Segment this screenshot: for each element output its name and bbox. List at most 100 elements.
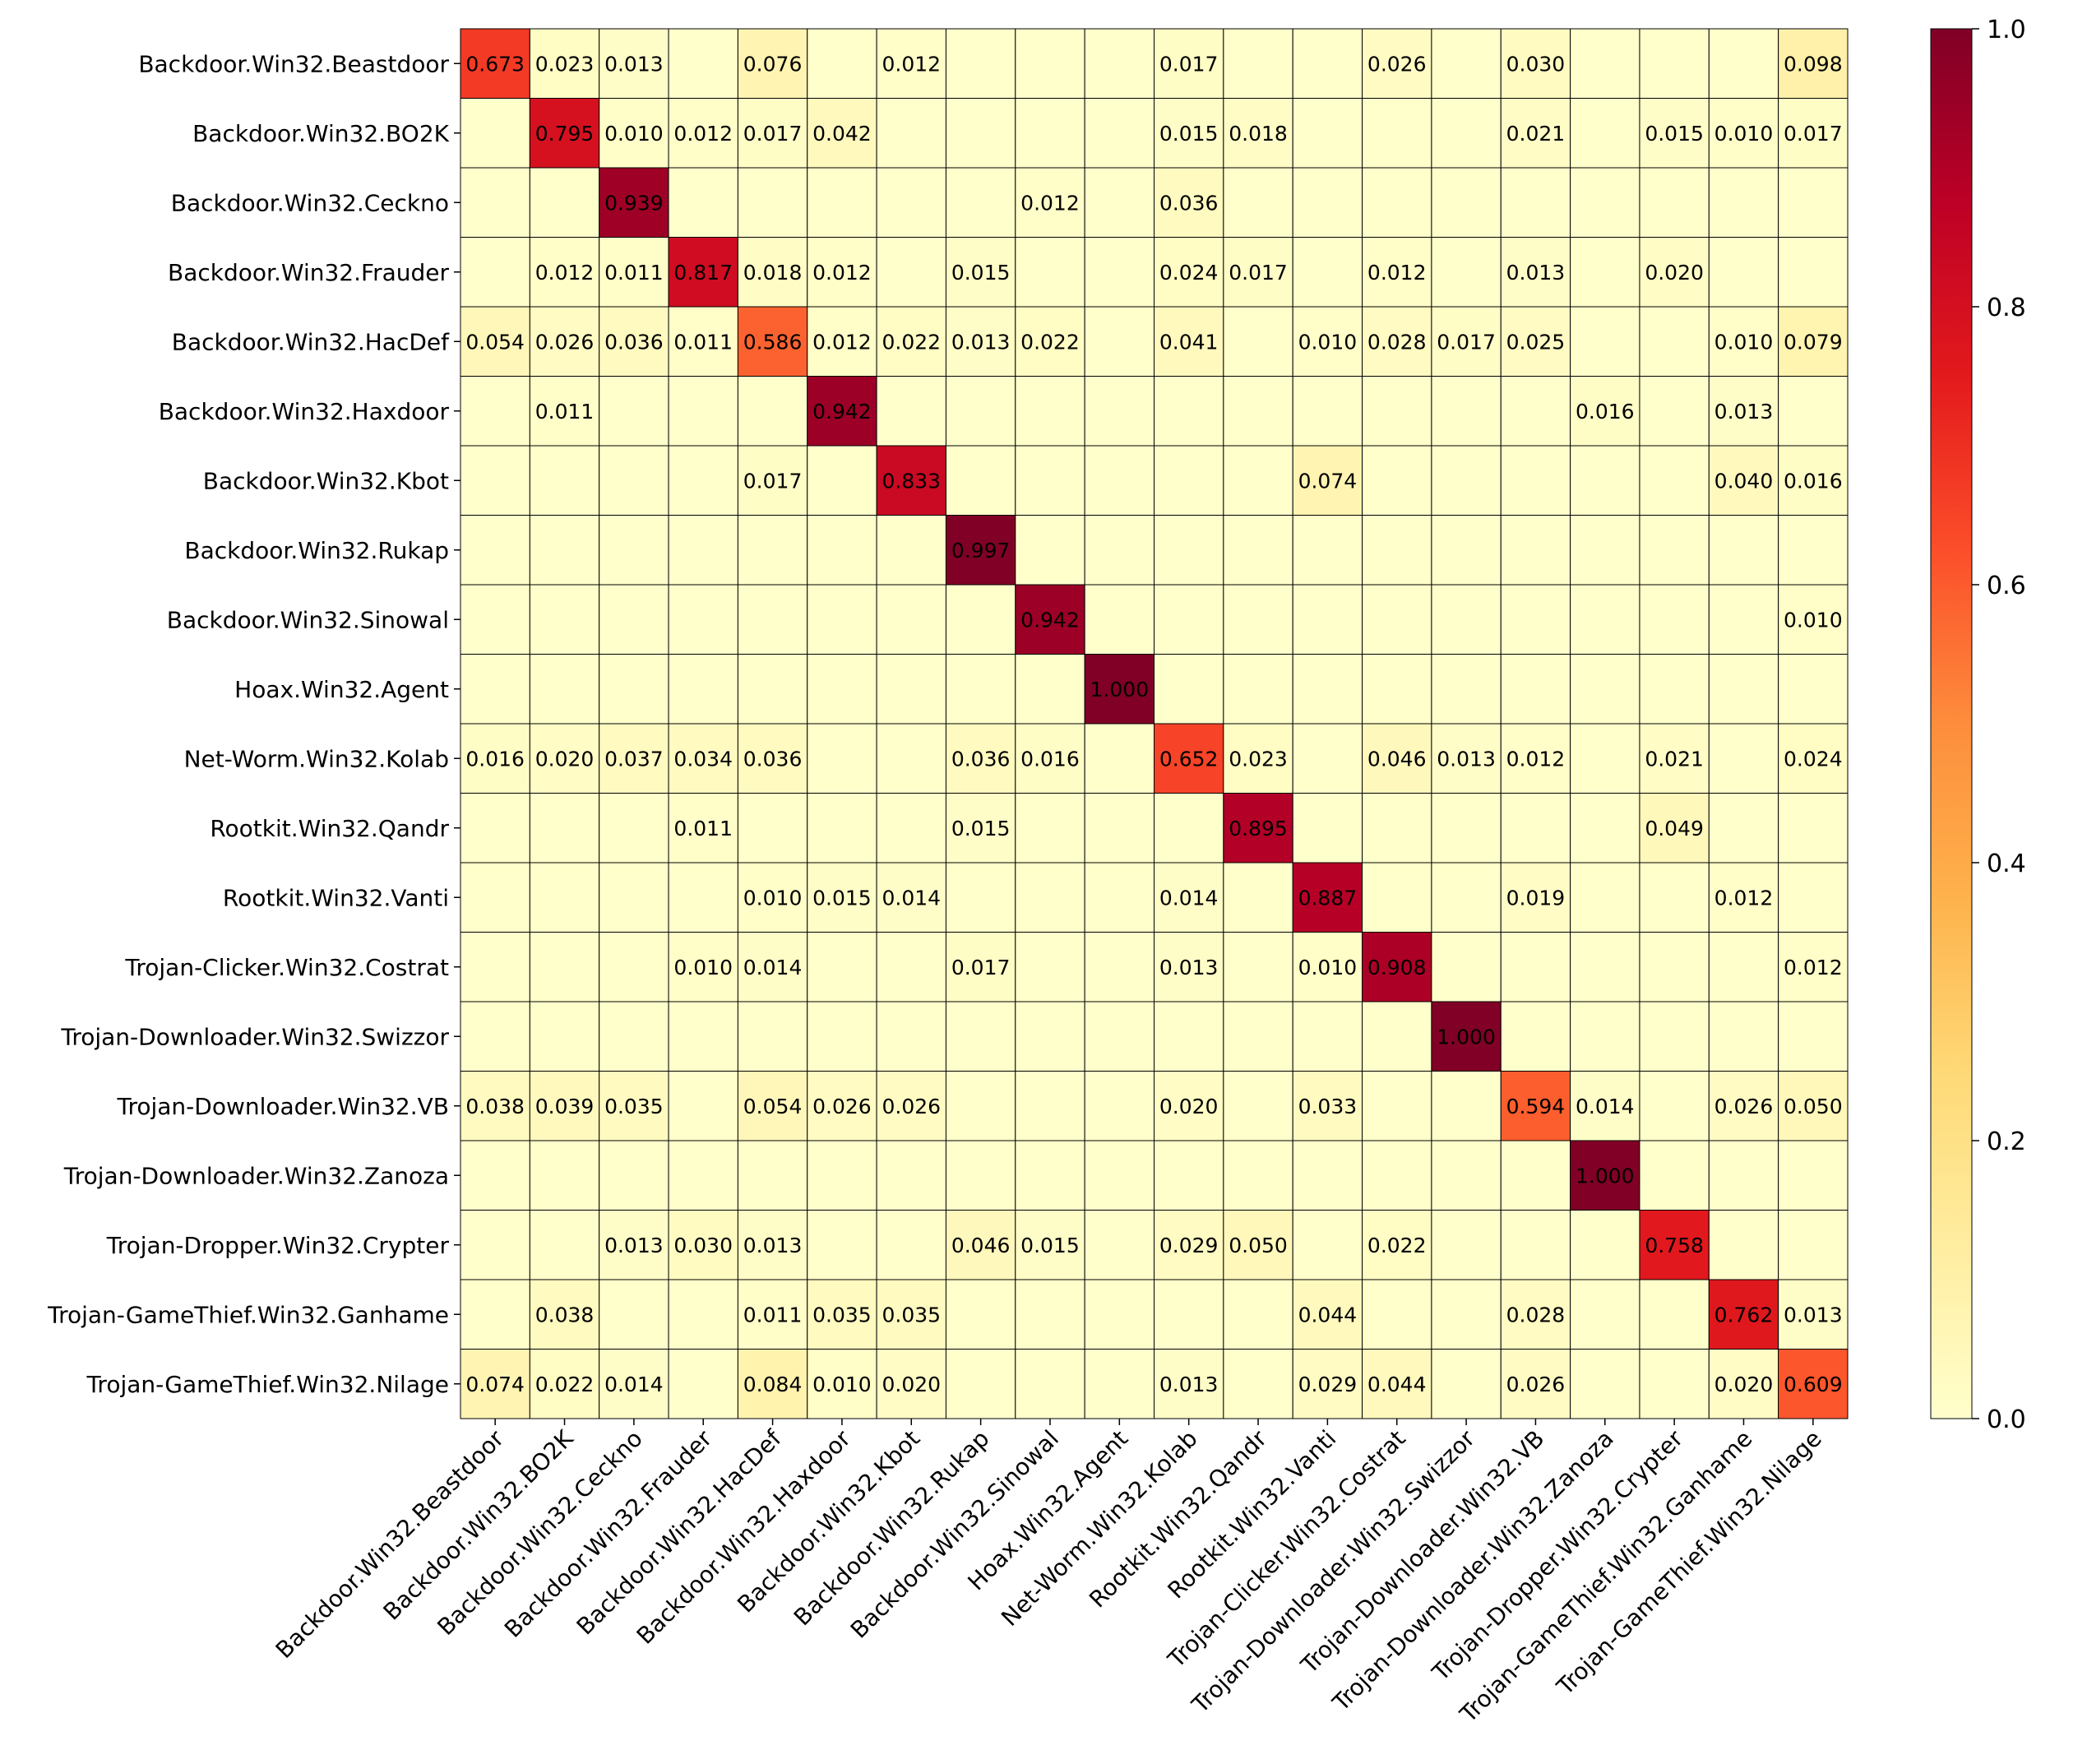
heatmap-cell-r11-c2 bbox=[599, 793, 669, 863]
y-tick-label: Backdoor.Win32.Rukap bbox=[184, 537, 449, 564]
heatmap-cell-r19-c8 bbox=[1015, 1349, 1085, 1419]
cell-value-label: 0.013 bbox=[1159, 956, 1219, 979]
colorbar-tick-label: 0.6 bbox=[1987, 572, 2026, 600]
cell-value-label: 0.021 bbox=[1506, 122, 1566, 146]
cell-value-label: 0.015 bbox=[951, 817, 1011, 840]
heatmap-cell-r4-c13 bbox=[1362, 306, 1432, 377]
heatmap-cell-r10-c2 bbox=[599, 723, 669, 794]
cell-value-label: 0.939 bbox=[604, 191, 664, 215]
heatmap-cell-r3-c8 bbox=[1015, 237, 1085, 308]
cell-value-label: 0.016 bbox=[1784, 469, 1843, 493]
cell-value-label: 0.039 bbox=[535, 1095, 595, 1118]
heatmap-cell-r18-c16 bbox=[1570, 1279, 1640, 1350]
colorbar-tick-label: 1.0 bbox=[1987, 16, 2026, 44]
cell-value-label: 0.033 bbox=[1298, 1095, 1358, 1118]
y-tick-label: Backdoor.Win32.Sinowal bbox=[167, 606, 449, 633]
heatmap-cell-r0-c2 bbox=[599, 28, 669, 99]
heatmap-cell-r0-c11 bbox=[1223, 28, 1293, 99]
heatmap-cell-r11-c12 bbox=[1292, 793, 1363, 863]
cell-value-label: 0.022 bbox=[1020, 330, 1080, 354]
y-tick-label: Trojan-Clicker.Win32.Costrat bbox=[124, 954, 449, 981]
heatmap-cell-r15-c13 bbox=[1362, 1071, 1432, 1141]
heatmap-cell-r9-c10 bbox=[1154, 654, 1224, 725]
heatmap-cell-r2-c5 bbox=[807, 167, 877, 238]
heatmap-cell-r5-c15 bbox=[1500, 376, 1571, 447]
heatmap-cell-r7-c10 bbox=[1154, 515, 1224, 586]
heatmap-cell-r2-c17 bbox=[1639, 167, 1710, 238]
heatmap-cell-r0-c3 bbox=[668, 28, 738, 99]
heatmap-cell-r19-c0 bbox=[460, 1349, 530, 1419]
cell-value-label: 0.022 bbox=[535, 1373, 595, 1396]
heatmap-cell-r7-c9 bbox=[1084, 515, 1155, 586]
heatmap-cell-r15-c1 bbox=[529, 1071, 600, 1141]
heatmap-cell-r12-c3 bbox=[668, 862, 738, 933]
heatmap-cell-r15-c19 bbox=[1778, 1071, 1849, 1141]
heatmap-cell-r11-c17 bbox=[1639, 793, 1710, 863]
heatmap-cell-r7-c17 bbox=[1639, 515, 1710, 586]
cell-value-label: 0.054 bbox=[465, 330, 525, 354]
heatmap-cell-r6-c11 bbox=[1223, 445, 1293, 516]
cell-value-label: 0.010 bbox=[743, 886, 803, 910]
heatmap-cell-r18-c5 bbox=[807, 1279, 877, 1350]
heatmap-cell-r5-c6 bbox=[876, 376, 946, 447]
heatmap-cell-r16-c14 bbox=[1431, 1140, 1502, 1211]
heatmap-annotations: 0.673 0.023 0.013 0.076 0.012 0.017 0.026 0.030… bbox=[465, 52, 1842, 1396]
heatmap-cell-r17-c3 bbox=[668, 1210, 738, 1280]
heatmap-cell-r11-c16 bbox=[1570, 793, 1640, 863]
cell-value-label: 0.041 bbox=[1159, 330, 1219, 354]
heatmap-cell-r15-c2 bbox=[599, 1071, 669, 1141]
cell-value-label: 0.050 bbox=[1229, 1234, 1288, 1257]
heatmap-cell-r14-c10 bbox=[1154, 1001, 1224, 1072]
heatmap-cell-r11-c4 bbox=[737, 793, 808, 863]
cell-value-label: 0.035 bbox=[604, 1095, 664, 1118]
heatmap-cell-r2-c19 bbox=[1778, 167, 1849, 238]
heatmap-cell-r9-c11 bbox=[1223, 654, 1293, 725]
cell-value-label: 0.014 bbox=[743, 956, 803, 979]
heatmap-cell-r7-c5 bbox=[807, 515, 877, 586]
cell-value-label: 0.020 bbox=[535, 747, 595, 771]
heatmap-cell-r17-c1 bbox=[529, 1210, 600, 1280]
heatmap-cell-r9-c18 bbox=[1708, 654, 1779, 725]
cell-value-label: 0.012 bbox=[673, 122, 733, 146]
heatmap-cell-r6-c16 bbox=[1570, 445, 1640, 516]
heatmap-cell-r15-c4 bbox=[737, 1071, 808, 1141]
heatmap-cell-r3-c6 bbox=[876, 237, 946, 308]
heatmap-cell-r4-c2 bbox=[599, 306, 669, 377]
heatmap-cell-r13-c1 bbox=[529, 932, 600, 1002]
cell-value-label: 0.049 bbox=[1645, 817, 1704, 840]
heatmap-cell-r7-c18 bbox=[1708, 515, 1779, 586]
heatmap-cell-r6-c15 bbox=[1500, 445, 1571, 516]
cell-value-label: 0.037 bbox=[604, 747, 664, 771]
heatmap-cell-r14-c11 bbox=[1223, 1001, 1293, 1072]
cell-value-label: 0.017 bbox=[1229, 261, 1288, 285]
y-tick-labels: Backdoor.Win32.Beastdoor Backdoor.Win32.B… bbox=[47, 50, 460, 1398]
cell-value-label: 0.036 bbox=[951, 747, 1011, 771]
heatmap-cell-r0-c14 bbox=[1431, 28, 1502, 99]
heatmap-cell-r16-c6 bbox=[876, 1140, 946, 1211]
heatmap-cell-r14-c12 bbox=[1292, 1001, 1363, 1072]
cell-value-label: 0.022 bbox=[1367, 1234, 1427, 1257]
heatmap-cell-r18-c15 bbox=[1500, 1279, 1571, 1350]
heatmap-cell-r17-c4 bbox=[737, 1210, 808, 1280]
heatmap-cell-r6-c3 bbox=[668, 445, 738, 516]
heatmap-cell-r19-c6 bbox=[876, 1349, 946, 1419]
heatmap-cell-r12-c9 bbox=[1084, 862, 1155, 933]
heatmap-cell-r8-c13 bbox=[1362, 584, 1432, 655]
heatmap-cell-r10-c8 bbox=[1015, 723, 1085, 794]
heatmap-cell-r8-c5 bbox=[807, 584, 877, 655]
y-tick-label: Backdoor.Win32.Ceckno bbox=[171, 189, 449, 216]
cell-value-label: 0.887 bbox=[1298, 886, 1358, 910]
heatmap-cell-r11-c0 bbox=[460, 793, 530, 863]
x-tick-label: Trojan-Dropper.Win32.Crypter bbox=[1427, 1424, 1689, 1687]
cell-value-label: 0.018 bbox=[1229, 122, 1288, 146]
heatmap-cell-r10-c11 bbox=[1223, 723, 1293, 794]
heatmap-cell-r15-c8 bbox=[1015, 1071, 1085, 1141]
heatmap-cell-r8-c2 bbox=[599, 584, 669, 655]
cell-value-label: 0.024 bbox=[1159, 261, 1219, 285]
heatmap-cell-r13-c7 bbox=[945, 932, 1016, 1002]
colorbar-tick-label: 0.8 bbox=[1987, 294, 2026, 322]
cell-value-label: 0.594 bbox=[1506, 1095, 1566, 1118]
heatmap-cell-r1-c19 bbox=[1778, 98, 1849, 169]
heatmap-cell-r5-c12 bbox=[1292, 376, 1363, 447]
heatmap-cell-r13-c15 bbox=[1500, 932, 1571, 1002]
